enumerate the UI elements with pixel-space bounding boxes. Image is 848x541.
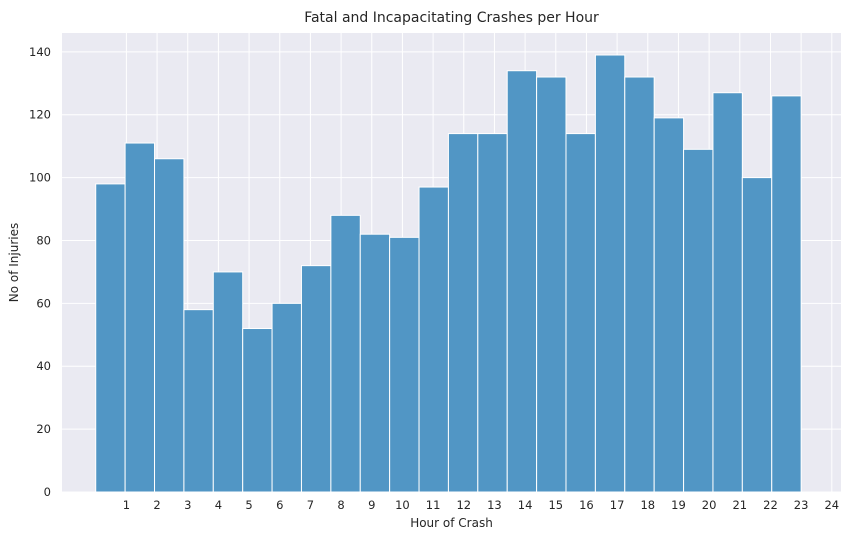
x-tick-label: 23 <box>794 498 809 512</box>
x-tick-label: 1 <box>123 498 130 512</box>
histogram-bar <box>359 233 391 493</box>
x-tick-label: 8 <box>337 498 344 512</box>
histogram-bar <box>124 142 156 493</box>
histogram-bar <box>565 133 596 493</box>
x-tick-label: 21 <box>732 498 747 512</box>
histogram-bar <box>594 54 626 493</box>
y-tick-label: 40 <box>36 359 51 373</box>
histogram-bar <box>771 95 802 493</box>
histogram-bar <box>683 148 714 493</box>
chart-title: Fatal and Incapacitating Crashes per Hou… <box>304 10 599 26</box>
histogram-bar <box>506 70 538 493</box>
histogram-bar <box>477 133 508 493</box>
x-axis-label: Hour of Crash <box>410 516 493 530</box>
y-tick-label: 100 <box>29 171 51 185</box>
x-tick-label: 3 <box>184 498 191 512</box>
x-tick-label: 7 <box>307 498 314 512</box>
x-axis-ticks: 1 2 3 4 5 6 7 8 9 10 11 12 13 14 15 16 17 18 19 20 21 22 23 24 <box>123 498 839 512</box>
y-tick-label: 120 <box>29 108 51 122</box>
histogram-bar <box>712 92 743 493</box>
histogram-bar <box>418 186 449 493</box>
histogram-bar <box>242 328 273 493</box>
histogram-bar <box>624 76 655 493</box>
histogram-bar <box>300 265 332 493</box>
x-tick-label: 19 <box>671 498 686 512</box>
x-tick-label: 20 <box>702 498 717 512</box>
y-tick-label: 80 <box>36 233 51 247</box>
histogram-bar <box>447 133 479 493</box>
x-tick-label: 24 <box>824 498 839 512</box>
histogram-bar <box>271 302 302 493</box>
x-tick-label: 9 <box>368 498 375 512</box>
x-tick-label: 2 <box>153 498 160 512</box>
y-tick-label: 20 <box>36 422 51 436</box>
histogram-bar <box>536 76 567 493</box>
histogram-bar <box>212 271 244 493</box>
x-tick-label: 16 <box>579 498 594 512</box>
histogram-bar <box>154 158 185 493</box>
x-tick-label: 10 <box>395 498 410 512</box>
bars <box>95 54 802 493</box>
x-tick-label: 22 <box>763 498 778 512</box>
histogram-bar <box>741 177 773 493</box>
y-axis-label: No of Injuries <box>7 223 21 303</box>
x-tick-label: 12 <box>456 498 471 512</box>
x-tick-label: 14 <box>518 498 533 512</box>
x-tick-label: 13 <box>487 498 502 512</box>
histogram-bar <box>389 236 420 493</box>
y-tick-label: 60 <box>36 296 51 310</box>
x-tick-label: 5 <box>245 498 252 512</box>
x-tick-label: 15 <box>548 498 563 512</box>
histogram-bar <box>330 214 361 493</box>
y-axis-ticks: 0 20 40 60 80 100 120 140 <box>29 45 51 499</box>
y-tick-label: 0 <box>44 485 51 499</box>
histogram-bar <box>653 117 685 493</box>
histogram-bar <box>183 309 214 493</box>
histogram-bar <box>95 183 126 493</box>
x-tick-label: 6 <box>276 498 283 512</box>
y-tick-label: 140 <box>29 45 51 59</box>
x-tick-label: 18 <box>640 498 655 512</box>
x-tick-label: 11 <box>426 498 441 512</box>
x-tick-label: 17 <box>610 498 625 512</box>
x-tick-label: 4 <box>215 498 222 512</box>
